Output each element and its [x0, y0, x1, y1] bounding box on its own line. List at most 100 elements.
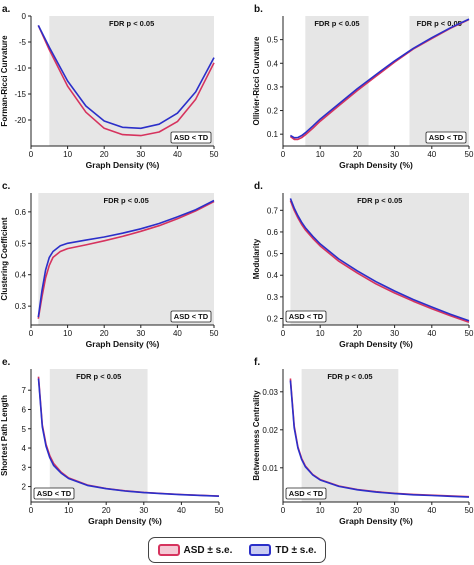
annotation-box	[425, 131, 467, 144]
x-tick-label: 20	[353, 506, 362, 515]
x-tick-label: 20	[100, 150, 109, 159]
annotation-label: ASD < TD	[174, 133, 209, 142]
annotation-label: ASD < TD	[429, 133, 464, 142]
x-tick-label: 0	[281, 329, 286, 338]
panel-label: a.	[2, 4, 11, 15]
legend-swatch-td	[249, 544, 272, 556]
y-axis-label: Ollivier-Ricci Curvature	[252, 36, 261, 125]
y-tick-label: 0.5	[15, 239, 27, 248]
y-tick-label: 0.1	[267, 130, 279, 139]
significance-shade	[409, 16, 469, 146]
legend-swatch-asd	[157, 544, 180, 556]
fdr-label: FDR p < 0.05	[104, 196, 149, 205]
x-tick-label: 40	[173, 329, 182, 338]
y-tick-label: 0.02	[262, 426, 278, 435]
panel-label: b.	[254, 4, 263, 15]
panel-label: c.	[2, 181, 11, 192]
x-tick-label: 0	[281, 150, 286, 159]
series-line-td	[289, 18, 470, 139]
x-tick-label: 40	[427, 329, 436, 338]
y-axis-label: Clustering Coefficient	[0, 217, 9, 300]
y-tick-label: 0.2	[267, 315, 279, 324]
x-tick-label: 40	[177, 506, 186, 515]
y-tick-label: 0.4	[15, 271, 27, 280]
x-tick-label: 20	[353, 150, 362, 159]
legend-label-asd: ASD ± s.e.	[183, 544, 233, 556]
x-axis-label: Graph Density (%)	[339, 339, 413, 349]
panel-1: FDR p < 0.05 0 10 20 30 40 50 0 -5 -10 -15 -20 Graph…	[0, 4, 219, 170]
x-tick-label: 10	[64, 506, 73, 515]
fdr-label: FDR p < 0.05	[417, 19, 462, 28]
y-tick-label: 5	[22, 425, 27, 434]
x-tick-label: 20	[100, 329, 109, 338]
annotation-box	[170, 131, 212, 144]
panel-3: FDR p < 0.05 0 10 20 30 40 50 0.3 0.4 0.5 0.6 Graph…	[0, 181, 219, 349]
y-axis-label: Shortest Path Length	[0, 395, 9, 476]
y-tick-label: 0.6	[267, 228, 279, 237]
series-line-td	[37, 378, 220, 497]
panel-label: f.	[254, 357, 260, 368]
panel-label: e.	[2, 357, 11, 368]
y-tick-label: 0.3	[15, 302, 27, 311]
y-tick-label: 0.2	[267, 107, 279, 116]
y-tick-label: 0.01	[262, 464, 278, 473]
y-tick-label: 2	[22, 483, 27, 492]
x-tick-label: 0	[29, 506, 34, 515]
series-line-asd	[289, 200, 470, 323]
y-tick-label: 0.03	[262, 388, 278, 397]
x-tick-label: 50	[465, 506, 474, 515]
y-tick-label: 0.4	[267, 59, 279, 68]
x-tick-label: 50	[215, 506, 224, 515]
panel-4: FDR p < 0.05 0 10 20 30 40 50 0.2 0.3 0.4 0.5 0.6 0.…	[252, 181, 474, 349]
annotation-box	[33, 487, 75, 500]
x-tick-label: 30	[390, 506, 399, 515]
y-tick-label: 0.5	[267, 250, 279, 259]
x-axis-label: Graph Density (%)	[86, 160, 160, 170]
legend-item-asd: ASD ± s.e.	[157, 544, 233, 556]
x-tick-label: 10	[316, 329, 325, 338]
y-tick-label: 6	[22, 405, 27, 414]
series-line-asd	[37, 25, 215, 137]
series-line-td	[37, 199, 215, 318]
significance-shade	[49, 369, 148, 502]
x-tick-label: 50	[465, 150, 474, 159]
annotation-box	[285, 310, 327, 323]
x-tick-label: 10	[316, 506, 325, 515]
significance-shade	[290, 193, 469, 325]
x-tick-label: 0	[281, 506, 286, 515]
significance-shade	[49, 16, 214, 146]
series-line-td	[289, 380, 470, 498]
x-tick-label: 0	[29, 150, 34, 159]
panel-6: FDR p < 0.05 0 10 20 30 40 50 0.01 0.02 0.03 Graph…	[252, 357, 474, 526]
x-tick-label: 30	[390, 150, 399, 159]
x-tick-label: 30	[390, 329, 399, 338]
x-tick-label: 40	[173, 150, 182, 159]
x-tick-label: 30	[136, 150, 145, 159]
annotation-box	[170, 310, 212, 323]
x-tick-label: 30	[139, 506, 148, 515]
y-tick-label: 3	[22, 463, 27, 472]
x-tick-label: 30	[136, 329, 145, 338]
y-tick-label: 0.6	[15, 208, 27, 217]
annotation-label: ASD < TD	[37, 489, 72, 498]
y-tick-label: -20	[14, 116, 26, 125]
y-axis-label: Betweenness Centrality	[252, 390, 261, 481]
panel-2: FDR p < 0.05 FDR p < 0.05 0 10 20 30 40 50 0.1 0.…	[252, 4, 474, 170]
y-tick-label: 7	[22, 386, 27, 395]
fdr-label: FDR p < 0.05	[76, 372, 121, 381]
legend: ASD ± s.e. TD ± s.e.	[148, 537, 326, 563]
annotation-label: ASD < TD	[289, 489, 324, 498]
x-tick-label: 0	[29, 329, 34, 338]
annotation-label: ASD < TD	[289, 312, 324, 321]
y-tick-label: 0	[22, 12, 27, 21]
y-tick-label: 0.3	[267, 83, 279, 92]
fdr-label: FDR p < 0.05	[109, 19, 154, 28]
y-tick-label: -5	[19, 38, 27, 47]
x-tick-label: 20	[353, 329, 362, 338]
annotation-box	[285, 487, 327, 500]
fdr-label: FDR p < 0.05	[327, 372, 372, 381]
x-tick-label: 10	[63, 150, 72, 159]
series-line-asd	[37, 200, 215, 319]
legend-item-td: TD ± s.e.	[249, 544, 316, 556]
